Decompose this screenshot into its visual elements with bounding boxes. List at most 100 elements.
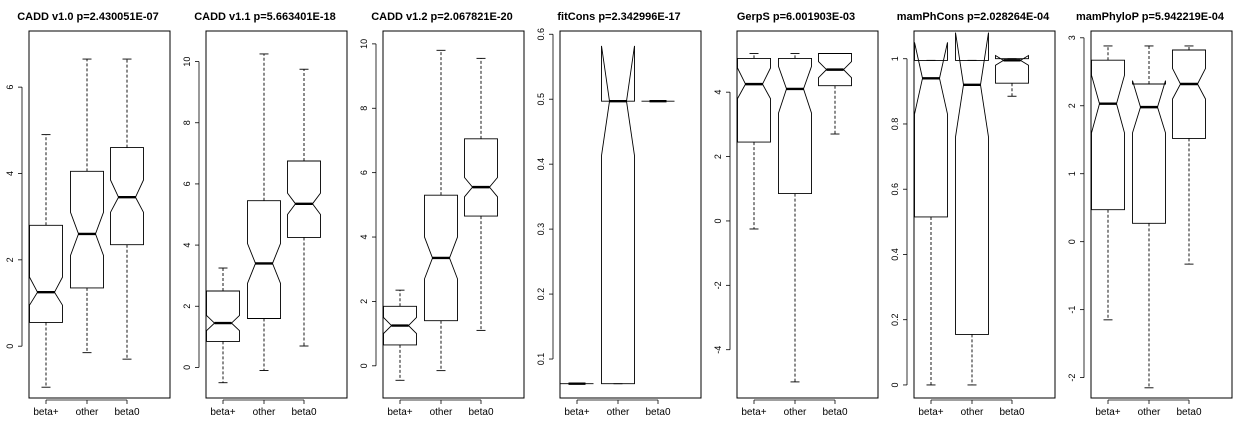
- y-tick-label: 1: [1067, 171, 1077, 176]
- y-tick-label: 0: [713, 218, 723, 223]
- panel-title: GerpS p=6.001903E-03: [736, 11, 856, 23]
- y-tick-label: 0.4: [536, 158, 546, 171]
- x-tick-label: other: [76, 407, 99, 418]
- y-tick-label: -2: [713, 281, 723, 289]
- box-body: [29, 224, 63, 323]
- box-other: [247, 53, 281, 371]
- box-other: [70, 58, 104, 354]
- box-body: [818, 53, 852, 87]
- box-other: [601, 45, 635, 385]
- y-tick-label: 4: [359, 235, 369, 240]
- box-body: [1132, 80, 1166, 224]
- y-tick-label: 0.8: [890, 118, 900, 131]
- box-other: [424, 49, 458, 372]
- boxplot-svg: 0 2 4 6 8 10 beta+ other beta0: [359, 30, 525, 418]
- box-body: [424, 194, 458, 322]
- y-tick-label: 0: [182, 365, 192, 370]
- y-tick-label: 6: [182, 181, 192, 186]
- box-body: [914, 42, 948, 218]
- box-beta0: [464, 57, 498, 331]
- y-tick-label: 0.1: [536, 353, 546, 366]
- boxplot-panel: CADD v1.1 p=5.663401E-18 0 2 4 6 8 10 beta+ othe…: [177, 0, 353, 423]
- box-body: [206, 290, 240, 342]
- y-tick-label: 0: [359, 363, 369, 368]
- plot-frame: [736, 30, 879, 399]
- box-beta+: [1091, 45, 1125, 321]
- box-beta0: [287, 68, 321, 347]
- y-tick-label: 2: [713, 154, 723, 159]
- box-body: [70, 170, 104, 289]
- box-beta+: [383, 289, 417, 381]
- boxplot-panel: fitCons p=2.342996E-17 0.1 0.2 0.3 0.4 0.5 0.6…: [531, 0, 707, 423]
- box-other: [1132, 45, 1166, 389]
- panel-title: CADD v1.2 p=2.067821E-20: [371, 11, 513, 23]
- plot-frame: [559, 30, 702, 399]
- box-other: [955, 32, 989, 386]
- y-tick-label: -2: [1067, 374, 1077, 382]
- y-tick-label: 0: [890, 382, 900, 387]
- box-beta+: [29, 134, 63, 388]
- x-tick-label: beta0: [645, 407, 670, 418]
- panel-title: CADD v1.0 p=2.430051E-07: [17, 11, 159, 23]
- y-tick-label: 8: [182, 120, 192, 125]
- x-tick-label: other: [430, 407, 453, 418]
- x-tick-label: beta0: [822, 407, 847, 418]
- panel-title: fitCons p=2.342996E-17: [557, 11, 681, 23]
- box-body: [464, 138, 498, 217]
- box-beta0: [995, 54, 1029, 97]
- boxplot-svg: -4 -2 0 2 4 beta+ other beta0: [713, 30, 879, 418]
- plot-frame: [382, 30, 525, 399]
- box-body: [287, 160, 321, 238]
- plot-frame: [913, 30, 1056, 399]
- panel-title: mamPhyloP p=5.942219E-04: [1075, 11, 1225, 23]
- y-tick-label: 10: [182, 57, 192, 67]
- y-tick-label: 0.6: [536, 28, 546, 41]
- boxplot-svg: 0.1 0.2 0.3 0.4 0.5 0.6 beta+ other beta0: [536, 28, 702, 418]
- box-beta+: [737, 53, 771, 230]
- y-tick-label: 2: [1067, 103, 1077, 108]
- box-body: [601, 45, 635, 385]
- boxplot-panel: mamPhCons p=2.028264E-04 0 0.2 0.4 0.6 0.8 1 be…: [885, 0, 1061, 423]
- y-tick-label: 4: [5, 171, 15, 176]
- box-beta+: [914, 42, 948, 386]
- boxplot-svg: 0 2 4 6 beta+ other beta0: [5, 30, 171, 418]
- x-tick-label: other: [961, 407, 984, 418]
- y-tick-label: 0.3: [536, 223, 546, 236]
- plot-frame: [205, 30, 348, 399]
- y-tick-label: 0.2: [536, 288, 546, 301]
- box-other: [778, 53, 812, 383]
- box-body: [247, 200, 281, 319]
- box-beta0: [1172, 45, 1206, 265]
- box-body: [1172, 49, 1206, 139]
- x-tick-label: beta+: [564, 407, 589, 418]
- panel-title: CADD v1.1 p=5.663401E-18: [194, 11, 336, 23]
- y-tick-label: 6: [359, 170, 369, 175]
- x-tick-label: other: [253, 407, 276, 418]
- y-tick-label: 8: [359, 106, 369, 111]
- x-tick-label: beta+: [33, 407, 58, 418]
- y-tick-label: 0.6: [890, 183, 900, 196]
- y-tick-label: 1: [890, 56, 900, 61]
- y-tick-label: 0.5: [536, 93, 546, 106]
- x-tick-label: beta+: [741, 407, 766, 418]
- plot-frame: [1090, 30, 1233, 399]
- y-tick-label: 10: [359, 39, 369, 49]
- y-tick-label: 2: [5, 257, 15, 262]
- box-body: [110, 147, 144, 246]
- x-tick-label: beta+: [918, 407, 943, 418]
- box-body: [383, 305, 417, 346]
- x-tick-label: beta0: [291, 407, 316, 418]
- y-tick-label: 4: [182, 243, 192, 248]
- x-tick-label: beta+: [1095, 407, 1120, 418]
- y-tick-label: 0: [1067, 239, 1077, 244]
- y-tick-label: 2: [359, 299, 369, 304]
- y-tick-label: 6: [5, 85, 15, 90]
- boxplot-svg: 0 0.2 0.4 0.6 0.8 1 beta+ other beta0: [890, 30, 1056, 418]
- x-tick-label: beta0: [114, 407, 139, 418]
- y-tick-label: 4: [713, 90, 723, 95]
- x-tick-label: other: [1138, 407, 1161, 418]
- y-tick-label: 0.2: [890, 313, 900, 326]
- x-tick-label: beta+: [210, 407, 235, 418]
- plot-frame: [28, 30, 171, 399]
